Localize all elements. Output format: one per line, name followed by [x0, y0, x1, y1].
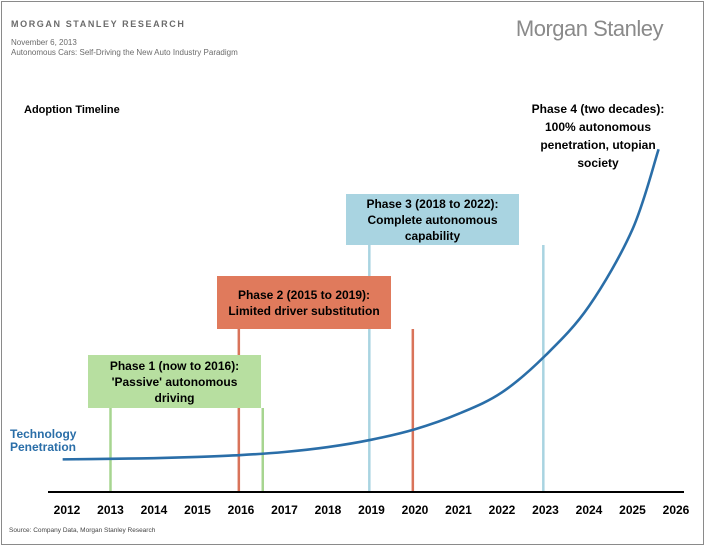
- phase-4-label: Phase 4 (two decades): 100% autonomous p…: [531, 102, 665, 170]
- x-tick-label: 2014: [141, 503, 168, 517]
- phase-3-box: Phase 3 (2018 to 2022): Complete autonom…: [346, 194, 519, 245]
- x-tick-label: 2022: [489, 503, 516, 517]
- x-tick-label: 2020: [402, 503, 429, 517]
- x-tick-label: 2019: [358, 503, 385, 517]
- technology-penetration-label: Technology Penetration: [10, 427, 77, 454]
- phase-2-box: Phase 2 (2015 to 2019): Limited driver s…: [217, 276, 391, 329]
- x-tick-label: 2013: [97, 503, 124, 517]
- source-note: Source: Company Data, Morgan Stanley Res…: [9, 527, 156, 534]
- x-tick-label: 2012: [54, 503, 81, 517]
- x-tick-label: 2017: [271, 503, 298, 517]
- x-tick-label: 2024: [576, 503, 603, 517]
- x-tick-label: 2015: [184, 503, 211, 517]
- morgan-stanley-logo: Morgan Stanley: [515, 16, 664, 41]
- chart-title: Adoption Timeline: [24, 104, 120, 116]
- x-tick-label: 2021: [445, 503, 472, 517]
- x-tick-label: 2025: [619, 503, 646, 517]
- report-date: November 6, 2013: [11, 38, 77, 47]
- series-label: Technology Penetration: [10, 428, 90, 454]
- x-tick-label: 2026: [663, 503, 690, 517]
- phase-1-box: Phase 1 (now to 2016): 'Passive' autonom…: [88, 355, 261, 408]
- x-tick-label: 2016: [228, 503, 255, 517]
- publisher-header: MORGAN STANLEY RESEARCH: [11, 19, 186, 29]
- x-axis: 2012 2013 2014 2015 2016 2017 2018 2019 2020 2021…: [48, 491, 690, 517]
- x-tick-label: 2023: [532, 503, 559, 517]
- x-tick-label: 2018: [315, 503, 342, 517]
- report-title: Autonomous Cars: Self-Driving the New Au…: [11, 48, 238, 57]
- technology-penetration-line: [62, 148, 660, 461]
